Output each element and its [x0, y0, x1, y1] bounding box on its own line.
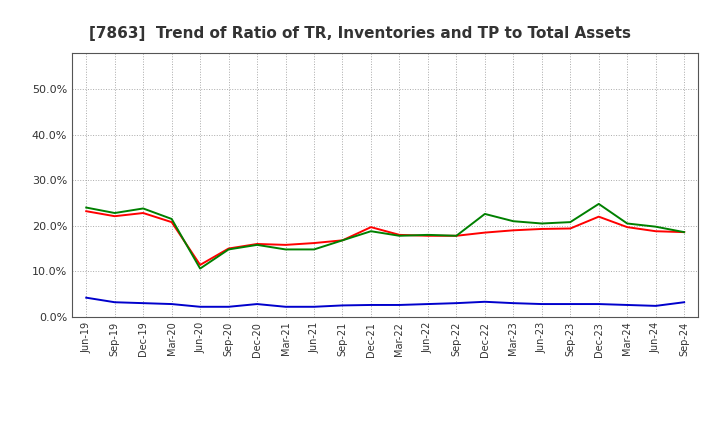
Inventories [196, 304, 204, 309]
Trade Payables [680, 230, 688, 235]
Line: Trade Payables: Trade Payables [86, 204, 684, 268]
Trade Receivables [680, 230, 688, 235]
Trade Receivables [282, 242, 290, 248]
Trade Payables [282, 247, 290, 252]
Inventories [110, 300, 119, 305]
Inventories [395, 302, 404, 308]
Trade Payables [366, 229, 375, 234]
Line: Trade Receivables: Trade Receivables [86, 211, 684, 265]
Inventories [566, 301, 575, 307]
Trade Payables [196, 266, 204, 271]
Trade Payables [509, 219, 518, 224]
Trade Receivables [310, 240, 318, 246]
Inventories [225, 304, 233, 309]
Trade Receivables [452, 233, 461, 238]
Trade Receivables [338, 238, 347, 243]
Inventories [139, 301, 148, 306]
Trade Receivables [139, 210, 148, 216]
Inventories [423, 301, 432, 307]
Inventories [595, 301, 603, 307]
Inventories [680, 300, 688, 305]
Trade Payables [395, 233, 404, 238]
Trade Receivables [253, 241, 261, 246]
Inventories [537, 301, 546, 307]
Trade Payables [480, 211, 489, 216]
Trade Payables [167, 216, 176, 222]
Text: [7863]  Trend of Ratio of TR, Inventories and TP to Total Assets: [7863] Trend of Ratio of TR, Inventories… [89, 26, 631, 41]
Trade Payables [595, 201, 603, 206]
Trade Receivables [225, 246, 233, 251]
Trade Payables [566, 220, 575, 225]
Trade Receivables [566, 226, 575, 231]
Inventories [82, 295, 91, 301]
Trade Receivables [537, 226, 546, 231]
Trade Payables [139, 206, 148, 211]
Trade Receivables [623, 224, 631, 230]
Trade Receivables [167, 220, 176, 225]
Trade Payables [623, 221, 631, 226]
Trade Receivables [595, 214, 603, 219]
Inventories [282, 304, 290, 309]
Inventories [253, 301, 261, 307]
Inventories [623, 302, 631, 308]
Inventories [509, 301, 518, 306]
Trade Receivables [196, 262, 204, 268]
Trade Receivables [509, 227, 518, 233]
Trade Receivables [110, 213, 119, 219]
Trade Receivables [480, 230, 489, 235]
Trade Payables [652, 224, 660, 229]
Trade Payables [338, 238, 347, 243]
Inventories [338, 303, 347, 308]
Trade Receivables [82, 209, 91, 214]
Trade Payables [82, 205, 91, 210]
Trade Payables [423, 232, 432, 238]
Inventories [310, 304, 318, 309]
Trade Payables [537, 221, 546, 226]
Trade Payables [310, 247, 318, 252]
Trade Payables [253, 242, 261, 248]
Inventories [452, 301, 461, 306]
Trade Payables [452, 233, 461, 238]
Inventories [480, 299, 489, 304]
Trade Receivables [423, 233, 432, 238]
Inventories [652, 303, 660, 308]
Trade Receivables [652, 229, 660, 234]
Inventories [167, 301, 176, 307]
Line: Inventories: Inventories [86, 298, 684, 307]
Trade Payables [225, 247, 233, 252]
Inventories [366, 302, 375, 308]
Trade Receivables [366, 224, 375, 230]
Trade Payables [110, 210, 119, 216]
Trade Receivables [395, 232, 404, 238]
